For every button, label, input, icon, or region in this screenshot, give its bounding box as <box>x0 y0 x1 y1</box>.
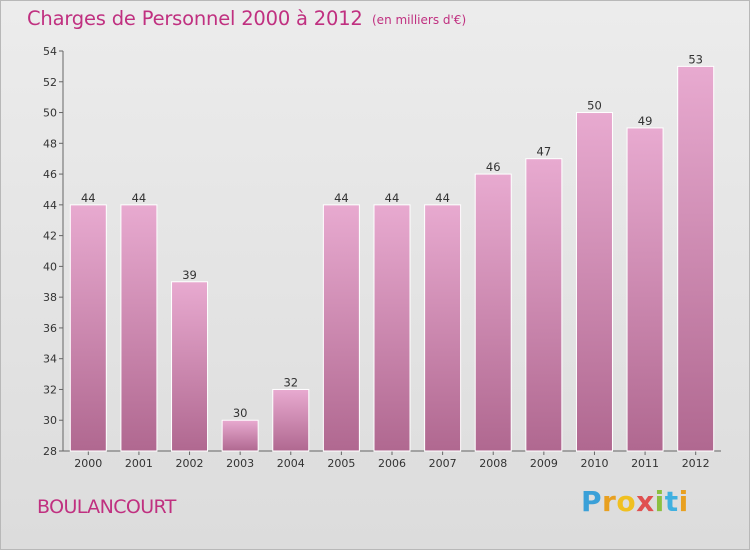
x-tick-label: 2008 <box>479 457 507 470</box>
bar <box>272 388 310 452</box>
brand-letter: r <box>602 485 617 518</box>
bar <box>575 112 613 452</box>
bar-value-label: 44 <box>132 191 147 205</box>
bar <box>221 419 259 452</box>
x-tick-label: 2010 <box>580 457 608 470</box>
bar-value-label: 46 <box>486 160 501 174</box>
chart-subtitle: (en milliers d'€) <box>372 13 467 27</box>
x-tick-label: 2004 <box>277 457 305 470</box>
bar-value-label: 44 <box>385 191 400 205</box>
brand-letter: x <box>636 485 655 518</box>
bar-value-label: 44 <box>435 191 450 205</box>
bar-value-label: 47 <box>537 145 552 159</box>
bar-value-label: 49 <box>638 114 653 128</box>
chart-title: Charges de Personnel 2000 à 2012 <box>27 7 363 30</box>
bar-value-label: 50 <box>587 99 602 113</box>
y-tick-label: 34 <box>43 353 57 366</box>
bar-value-label: 39 <box>182 268 197 282</box>
y-tick-label: 48 <box>43 137 57 150</box>
proxiti-logo[interactable]: Proxiti <box>581 485 689 518</box>
x-tick-label: 2005 <box>327 457 355 470</box>
bar <box>69 204 107 452</box>
bar-value-label: 32 <box>283 375 298 389</box>
y-tick-label: 46 <box>43 168 57 181</box>
y-tick-label: 50 <box>43 107 57 120</box>
x-tick-label: 2002 <box>176 457 204 470</box>
bar-value-label: 44 <box>81 191 96 205</box>
chart-labels: 44 44 39 30 32 44 44 44 46 47 50 49 53 <box>81 52 703 420</box>
y-tick-label: 44 <box>43 199 57 212</box>
y-tick-label: 40 <box>43 260 57 273</box>
bar <box>677 65 715 452</box>
brand-letter: i <box>678 485 689 518</box>
y-tick-label: 42 <box>43 230 57 243</box>
x-tick-label: 2003 <box>226 457 254 470</box>
y-tick-label: 36 <box>43 322 57 335</box>
bar <box>120 204 158 452</box>
bar-value-label: 30 <box>233 406 248 420</box>
city-name: BOULANCOURT <box>37 496 176 518</box>
bar <box>626 127 664 452</box>
bar <box>171 281 209 452</box>
brand-letter: P <box>581 485 603 518</box>
y-tick-label: 28 <box>43 445 57 458</box>
x-tick-label: 2007 <box>429 457 457 470</box>
y-tick-label: 52 <box>43 76 57 89</box>
brand-letter: i <box>654 485 665 518</box>
y-tick-label: 38 <box>43 291 57 304</box>
bar <box>424 204 462 452</box>
x-tick-label: 2012 <box>682 457 710 470</box>
x-tick-label: 2011 <box>631 457 659 470</box>
bar <box>373 204 411 452</box>
y-tick-label: 54 <box>43 45 57 58</box>
y-tick-label: 30 <box>43 414 57 427</box>
bar <box>525 158 563 452</box>
x-tick-label: 2001 <box>125 457 153 470</box>
chart-bars <box>69 65 715 452</box>
bar <box>474 173 512 452</box>
x-tick-label: 2000 <box>74 457 102 470</box>
bar <box>322 204 360 452</box>
brand-letter: o <box>616 485 637 518</box>
x-tick-label: 2009 <box>530 457 558 470</box>
x-tick-label: 2006 <box>378 457 406 470</box>
bar-value-label: 53 <box>688 52 703 66</box>
y-tick-label: 32 <box>43 383 57 396</box>
brand-letter: t <box>664 485 679 518</box>
bar-value-label: 44 <box>334 191 349 205</box>
